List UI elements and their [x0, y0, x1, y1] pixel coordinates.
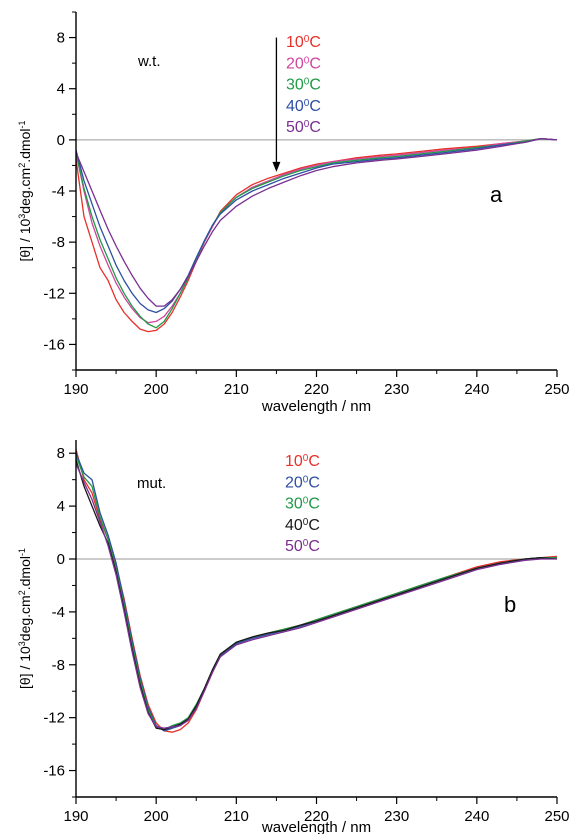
- series-line-400C: [75, 137, 558, 314]
- y-tick-label: -8: [52, 234, 65, 251]
- legend-entry: 300C: [286, 76, 321, 94]
- y-tick-label: -8: [52, 657, 65, 674]
- legend-entry: 300C: [285, 495, 320, 512]
- legend-entry: 400C: [285, 516, 320, 534]
- legend-entry: 500C: [285, 538, 320, 556]
- x-tick-label: 210: [224, 381, 249, 398]
- y-tick-label: -4: [52, 604, 65, 621]
- series-line-300C: [75, 137, 558, 329]
- y-axis-label: [θ] / 103deg.cm2.dmol-1: [17, 120, 33, 261]
- y-tick-label: 4: [57, 498, 65, 515]
- sample-label: mut.: [137, 475, 166, 492]
- panel-a: 190 200 210 220 230 240 250 -16 -12 -8 -4 0 4 8 wavele…: [17, 11, 570, 415]
- x-axis-label: wavelength / nm: [261, 398, 371, 415]
- series-line-500C: [75, 463, 557, 729]
- y-axis-label: [θ] / 103deg.cm2.dmol-1: [17, 548, 33, 689]
- legend-entry: 100C: [285, 453, 320, 471]
- y-tick-label: -12: [43, 710, 65, 727]
- legend-entry: 200C: [286, 55, 321, 73]
- x-tick-label: 240: [464, 381, 489, 398]
- x-tick-label: 250: [544, 808, 569, 825]
- panel-tag: b: [504, 592, 516, 617]
- legend-entry: 500C: [286, 119, 321, 137]
- x-tick-label: 210: [224, 808, 249, 825]
- x-tick-label: 200: [144, 381, 169, 398]
- y-tick-label: 8: [57, 445, 65, 462]
- panel-b: 190 200 210 220 230 240 250 -16 -12 -8 -4 0 4 8 wavele…: [17, 440, 570, 834]
- y-tick-label: -12: [43, 285, 65, 302]
- y-tick-label: 0: [57, 132, 65, 149]
- x-tick-label: 230: [384, 381, 409, 398]
- x-tick-label: 200: [144, 808, 169, 825]
- x-tick-label: 190: [63, 381, 88, 398]
- y-tick-label: -16: [43, 763, 65, 780]
- y-tick-label: 0: [57, 551, 65, 568]
- x-tick-label: 190: [63, 808, 88, 825]
- y-tick-label: -4: [52, 183, 65, 200]
- panel-tag: a: [490, 182, 503, 207]
- x-tick-label: 230: [384, 808, 409, 825]
- legend-entry: 400C: [286, 97, 321, 115]
- sample-label: w.t.: [137, 53, 161, 70]
- y-tick-label: 8: [57, 30, 65, 47]
- legend-entry: 200C: [285, 474, 320, 492]
- y-tick-label: -16: [43, 336, 65, 353]
- x-axis-label: wavelength / nm: [261, 819, 371, 834]
- x-tick-label: 220: [304, 808, 329, 825]
- series-line-500C: [75, 137, 558, 307]
- x-tick-label: 220: [304, 381, 329, 398]
- legend-entry: 100C: [286, 34, 321, 52]
- y-tick-label: 4: [57, 81, 65, 98]
- trend-arrow-icon: [272, 161, 281, 172]
- x-tick-label: 240: [464, 808, 489, 825]
- x-tick-label: 250: [544, 381, 569, 398]
